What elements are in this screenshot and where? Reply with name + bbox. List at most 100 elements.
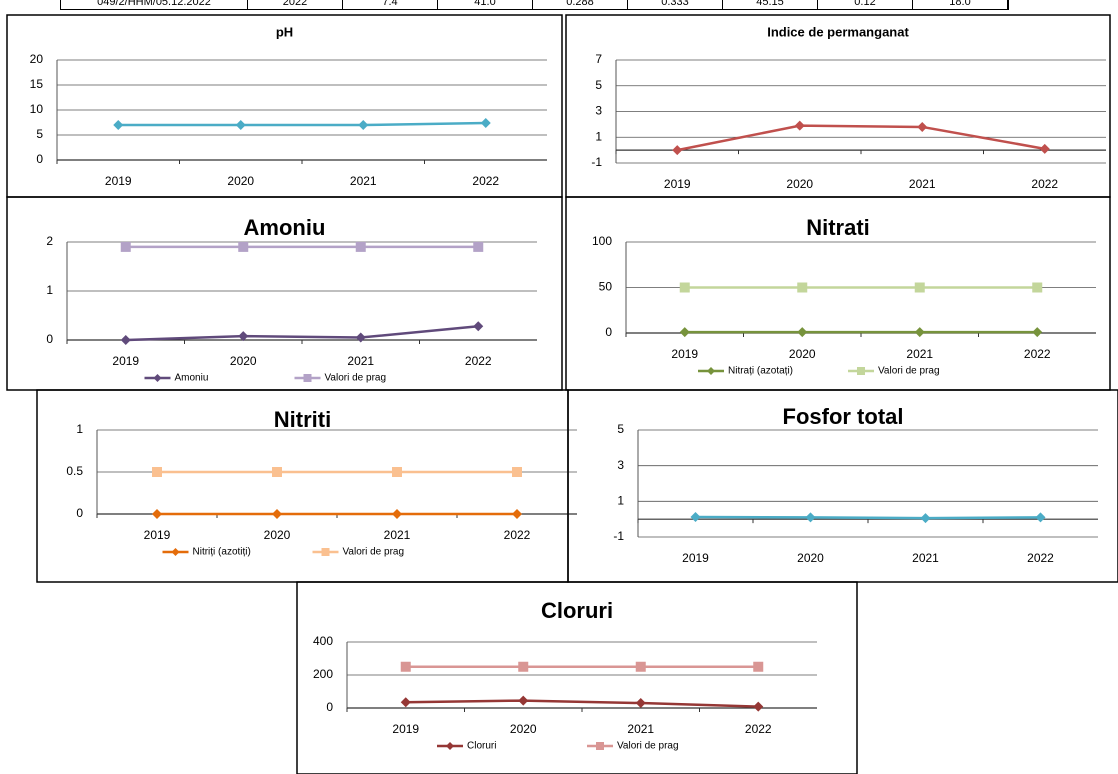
y-tick-label: 0 xyxy=(605,325,612,339)
x-tick-label: 2021 xyxy=(384,528,411,542)
y-tick-label: 200 xyxy=(313,667,333,681)
y-tick-label: 1 xyxy=(595,129,602,143)
y-tick-label: 0.5 xyxy=(66,464,83,478)
marker xyxy=(1032,282,1043,293)
marker xyxy=(272,509,282,519)
y-tick-label: 10 xyxy=(30,102,44,116)
marker xyxy=(355,241,366,252)
marker xyxy=(358,120,369,130)
y-tick-label: 0 xyxy=(76,506,83,520)
y-tick-label: 400 xyxy=(313,634,333,648)
x-tick-label: 2021 xyxy=(627,722,654,736)
marker xyxy=(473,321,484,332)
marker xyxy=(914,282,925,293)
series-line xyxy=(405,699,759,708)
x-tick-label: 2019 xyxy=(682,551,709,565)
marker xyxy=(805,512,816,523)
chart-title: Nitrati xyxy=(806,215,870,240)
legend-label: Cloruri xyxy=(467,741,496,752)
x-tick-label: 2019 xyxy=(112,354,139,368)
x-tick-label: 2021 xyxy=(350,174,377,188)
marker xyxy=(153,374,162,382)
table-cell: 0.288 xyxy=(533,0,628,9)
marker xyxy=(355,332,366,343)
marker xyxy=(1039,143,1050,154)
chart-panel: Amoniu 0 1 2 2019 2020 2021 2022 Amoniu Valori de… xyxy=(6,196,563,391)
marker xyxy=(480,118,491,128)
y-tick-label: -1 xyxy=(613,529,624,543)
marker xyxy=(518,661,529,672)
x-tick-label: 2022 xyxy=(1031,177,1058,191)
y-tick-label: 1 xyxy=(617,494,624,508)
marker xyxy=(238,331,249,342)
marker xyxy=(392,509,402,519)
chart-panel: Cloruri 0 200 400 2019 2020 2021 2022 Cloruri Val… xyxy=(296,581,858,774)
marker xyxy=(512,509,522,519)
series-line xyxy=(677,124,1045,152)
y-tick-label: 3 xyxy=(595,104,602,118)
marker xyxy=(797,282,808,293)
panel-border xyxy=(296,581,858,774)
marker xyxy=(635,661,646,672)
x-tick-label: 2021 xyxy=(912,551,939,565)
marker xyxy=(512,467,522,477)
x-tick-label: 2022 xyxy=(1024,347,1051,361)
x-tick-label: 2021 xyxy=(909,177,936,191)
x-tick-label: 2022 xyxy=(1027,551,1054,565)
marker xyxy=(400,697,411,708)
x-tick-label: 2022 xyxy=(504,528,531,542)
marker xyxy=(321,548,330,556)
y-tick-label: 3 xyxy=(617,458,624,472)
marker xyxy=(917,121,928,132)
table-cell: 18.0 xyxy=(913,0,1008,9)
y-tick-label: 100 xyxy=(592,234,612,248)
table-cell: 0.333 xyxy=(628,0,723,9)
chart-panel: Nitrati 0 50 100 2019 2020 2021 2022 Nitrați (az… xyxy=(565,196,1111,391)
table-cell: 0.12 xyxy=(818,0,913,9)
y-tick-label: 1 xyxy=(76,422,83,436)
marker xyxy=(707,367,715,375)
legend-label: Nitrați (azotați) xyxy=(728,366,793,377)
marker xyxy=(679,282,690,293)
legend-label: Nitriți (azotiți) xyxy=(193,547,251,558)
x-tick-label: 2021 xyxy=(906,347,933,361)
x-tick-label: 2021 xyxy=(347,354,374,368)
table-cell: 049/2/HHM/05.12.2022 xyxy=(61,0,248,9)
marker xyxy=(596,742,604,750)
y-tick-label: 5 xyxy=(36,127,43,141)
series-line xyxy=(125,325,479,342)
y-tick-label: 0 xyxy=(326,700,333,714)
chart-title: Indice de permanganat xyxy=(767,24,909,39)
chart-panel: pH 0 5 10 15 20 2019 2020 2021 2022 xyxy=(6,14,563,198)
legend-label: Valori de prag xyxy=(617,741,679,752)
marker xyxy=(152,467,162,477)
chart-panel: Fosfor total -1 1 3 5 2019 2020 2021 2022 xyxy=(567,389,1118,583)
marker xyxy=(1032,327,1043,338)
table-cell: 2022 xyxy=(248,0,343,9)
chart-title: Amoniu xyxy=(244,215,326,240)
series-line xyxy=(118,121,486,127)
marker xyxy=(920,513,931,524)
marker xyxy=(303,374,312,382)
x-tick-label: 2020 xyxy=(227,174,254,188)
marker xyxy=(635,698,646,709)
marker xyxy=(679,327,690,338)
y-tick-label: 7 xyxy=(595,52,602,66)
table-row-fragment: 049/2/HHM/05.12.2022 2022 7.4 41.0 0.288 0.33… xyxy=(60,0,1009,10)
marker xyxy=(152,509,162,519)
x-tick-label: 2020 xyxy=(797,551,824,565)
y-tick-label: 0 xyxy=(46,332,53,346)
y-tick-label: 20 xyxy=(30,52,44,66)
x-tick-label: 2020 xyxy=(786,177,813,191)
series-line xyxy=(695,515,1041,520)
marker xyxy=(120,241,131,252)
y-tick-label: 50 xyxy=(599,280,613,294)
marker xyxy=(914,327,925,338)
y-tick-label: -1 xyxy=(591,155,602,169)
x-tick-label: 2020 xyxy=(789,347,816,361)
marker xyxy=(794,120,805,131)
y-tick-label: 2 xyxy=(46,234,53,248)
chart-title: pH xyxy=(276,24,293,39)
